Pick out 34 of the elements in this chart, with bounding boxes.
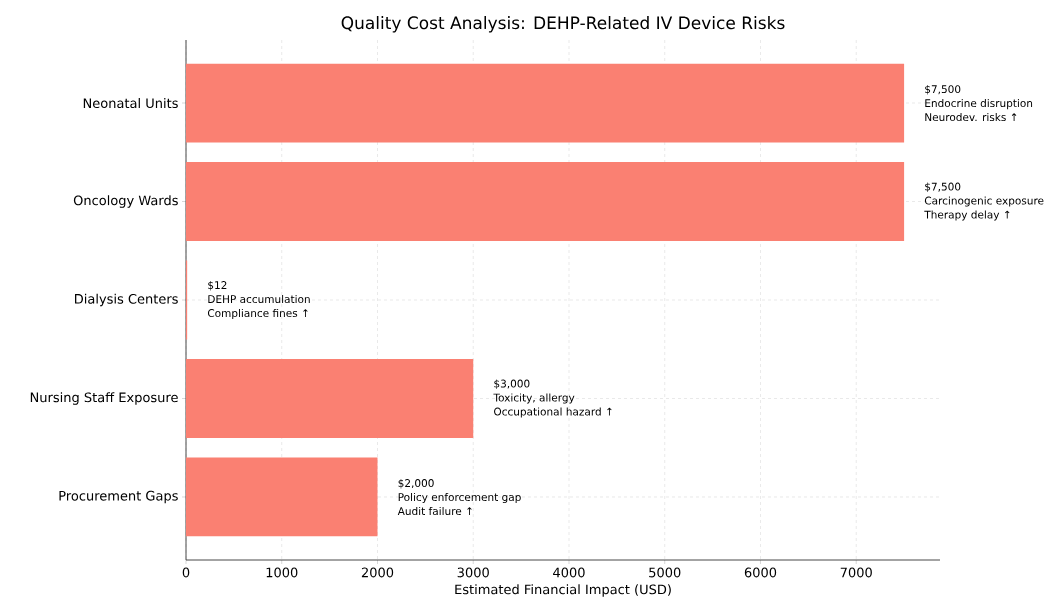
- data-label: $12: [208, 280, 227, 291]
- y-tick-label: Neonatal Units: [83, 98, 178, 109]
- x-tick-label: 6000: [744, 567, 777, 578]
- y-tick-label: Procurement Gaps: [59, 490, 178, 504]
- bar: [186, 162, 905, 241]
- annotation: Therapy delay ↑: [924, 210, 1010, 221]
- x-tick-label: 4000: [553, 567, 585, 578]
- chart-title: Quality Cost Analysis: DEHP-Related IV Device Risks: [341, 16, 785, 33]
- x-axis-title: Estimated Financial Impact (USD): [455, 584, 671, 597]
- annotation: Policy enforcement gap: [398, 492, 521, 504]
- y-tick-label: Oncology Wards: [73, 195, 178, 208]
- annotation: Neurodev. risks ↑: [925, 112, 1017, 122]
- bar: [186, 63, 905, 143]
- annotation: DEHP accumulation: [208, 294, 310, 304]
- y-tick-label: Nursing Staff Exposure: [30, 392, 178, 405]
- annotation: Toxicity, allergy: [493, 393, 575, 404]
- annotation: Compliance fines ↑: [207, 308, 308, 320]
- y-tick-label: Dialysis Centers: [75, 293, 178, 307]
- bar: [186, 457, 378, 537]
- bar: [186, 359, 474, 438]
- annotation: Audit failure ↑: [397, 506, 472, 516]
- x-tick-label: 5000: [649, 567, 681, 578]
- x-tick-label: 0: [182, 567, 190, 578]
- x-tick-label: 7000: [840, 567, 872, 578]
- x-tick-label: 2000: [361, 567, 394, 578]
- annotation: Carcinogenic exposure: [924, 196, 1044, 207]
- data-label: $3,000: [494, 379, 530, 389]
- data-label: $2,000: [398, 478, 434, 489]
- x-tick-label: 3000: [457, 567, 489, 578]
- annotation: Endocrine disruption: [925, 98, 1033, 110]
- data-label: $7,500: [925, 84, 961, 95]
- data-label: $7,500: [925, 182, 961, 192]
- annotation: Occupational hazard ↑: [494, 407, 612, 418]
- x-tick-label: 1000: [266, 567, 298, 578]
